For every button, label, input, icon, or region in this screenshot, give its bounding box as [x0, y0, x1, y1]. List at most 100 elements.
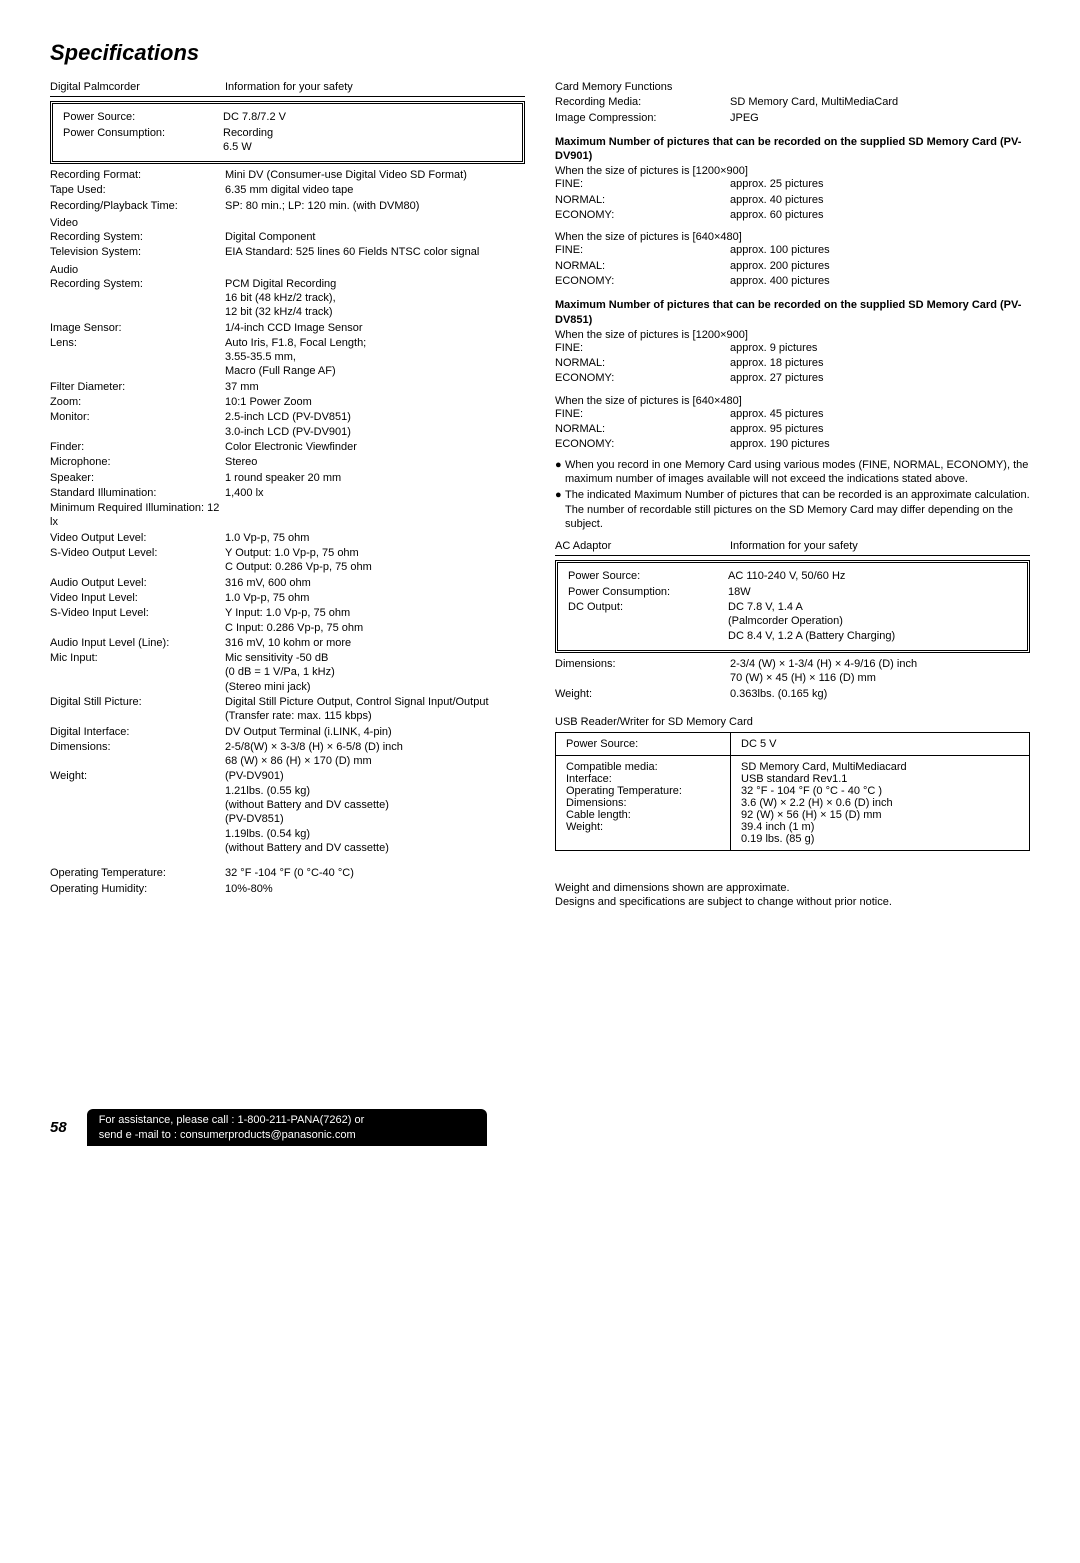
size-1200-head-2: When the size of pictures is [1200×900] [555, 329, 1030, 341]
page-footer: 58 For assistance, please call : 1-800-2… [50, 1109, 1030, 1146]
spec-row: Audio Output Level:316 mV, 600 ohm [50, 576, 525, 590]
spec-row: S-Video Output Level:Y Output: 1.0 Vp-p,… [50, 546, 525, 575]
spec-row: Video Output Level:1.0 Vp-p, 75 ohm [50, 531, 525, 545]
value: Stereo [225, 455, 525, 469]
size-640-head-2: When the size of pictures is [640×480] [555, 395, 1030, 407]
usb-labels: Compatible media:Interface:Operating Tem… [556, 755, 731, 850]
value: 0.19 lbs. (85 g) [741, 833, 1019, 845]
spec-row: Mic Input:Mic sensitivity -50 dB(0 dB = … [50, 651, 525, 694]
spec-row: FINE:approx. 9 pictures [555, 341, 1030, 355]
list-1200-901: FINE:approx. 25 picturesNORMAL:approx. 4… [555, 177, 1030, 222]
label: S-Video Output Level: [50, 546, 225, 575]
value: 1/4-inch CCD Image Sensor [225, 321, 525, 335]
spec-row: FINE:approx. 100 pictures [555, 243, 1030, 257]
spec-row: Monitor:2.5-inch LCD (PV-DV851)3.0-inch … [50, 410, 525, 439]
label: Weight: [555, 687, 730, 701]
spec-row: DC Output:DC 7.8 V, 1.4 A(Palmcorder Ope… [568, 600, 1017, 643]
label: Digital Still Picture: [50, 695, 225, 724]
value: 37 mm [225, 380, 525, 394]
spec-row: ECONOMY:approx. 190 pictures [555, 437, 1030, 451]
value: DC 7.8/7.2 V [223, 110, 512, 124]
label: Power Consumption: [63, 126, 223, 155]
label: Zoom: [50, 395, 225, 409]
spec-row: FINE:approx. 45 pictures [555, 407, 1030, 421]
divider [555, 555, 1030, 556]
value: approx. 200 pictures [730, 259, 1030, 273]
footnote: Weight and dimensions shown are approxim… [555, 881, 1030, 910]
bullet-text: When you record in one Memory Card using… [565, 458, 1030, 487]
spec-row: ECONOMY:approx. 27 pictures [555, 371, 1030, 385]
value: approx. 45 pictures [730, 407, 1030, 421]
label: ECONOMY: [555, 274, 730, 288]
spec-row: Microphone:Stereo [50, 455, 525, 469]
value: 0.363lbs. (0.165 kg) [730, 687, 1030, 701]
spec-row: Weight:(PV-DV901)1.21lbs. (0.55 kg)(with… [50, 769, 525, 855]
spec-row: Video Input Level:1.0 Vp-p, 75 ohm [50, 591, 525, 605]
spec-row: Recording/Playback Time:SP: 80 min.; LP:… [50, 199, 525, 213]
spec-row: Standard Illumination:1,400 lx [50, 486, 525, 500]
value: PCM Digital Recording16 bit (48 kHz/2 tr… [225, 277, 525, 320]
label: Operating Temperature: [566, 785, 720, 797]
value: approx. 9 pictures [730, 341, 1030, 355]
value: Y Input: 1.0 Vp-p, 75 ohmC Input: 0.286 … [225, 606, 525, 635]
label: Television System: [50, 245, 225, 259]
value: AC 110-240 V, 50/60 Hz [728, 569, 1017, 583]
power-box: Power Source:DC 7.8/7.2 VPower Consumpti… [50, 101, 525, 164]
value: 316 mV, 600 ohm [225, 576, 525, 590]
label: Digital Interface: [50, 725, 225, 739]
value: Digital Component [225, 230, 525, 244]
value: Recording6.5 W [223, 126, 512, 155]
label: Mic Input: [50, 651, 225, 694]
value: 2.5-inch LCD (PV-DV851)3.0-inch LCD (PV-… [225, 410, 525, 439]
page-number: 58 [50, 1119, 67, 1136]
usb-head: USB Reader/Writer for SD Memory Card [555, 716, 1030, 728]
right-column: Card Memory FunctionsRecording Media:SD … [555, 80, 1030, 909]
value: 6.35 mm digital video tape [225, 183, 525, 197]
spec-row: NORMAL:approx. 18 pictures [555, 356, 1030, 370]
usb-value: DC 5 V [731, 732, 1030, 755]
max-851-head: Maximum Number of pictures that can be r… [555, 298, 1030, 327]
spec-row: Minimum Required Illumination: 12 lx [50, 501, 525, 530]
label: Tape Used: [50, 183, 225, 197]
spec-row: Finder:Color Electronic Viewfinder [50, 440, 525, 454]
value: JPEG [730, 111, 1030, 125]
label: FINE: [555, 177, 730, 191]
segment-operating: Operating Temperature:32 °F -104 °F (0 °… [50, 866, 525, 896]
value: SP: 80 min.; LP: 120 min. (with DVM80) [225, 199, 525, 213]
label: Dimensions: [566, 797, 720, 809]
bullet-text: The indicated Maximum Number of pictures… [565, 488, 1030, 531]
value: DC 7.8 V, 1.4 A(Palmcorder Operation)DC … [728, 600, 1017, 643]
value: SD Memory Card, MultiMediaCard [730, 95, 1030, 109]
value: 10:1 Power Zoom [225, 395, 525, 409]
value: 1,400 lx [225, 486, 525, 500]
label: NORMAL: [555, 259, 730, 273]
label: Compatible media: [566, 761, 720, 773]
label: NORMAL: [555, 193, 730, 207]
value: approx. 27 pictures [730, 371, 1030, 385]
label: Microphone: [50, 455, 225, 469]
size-640-head: When the size of pictures is [640×480] [555, 231, 1030, 243]
bullets: ●When you record in one Memory Card usin… [555, 458, 1030, 531]
palmcorder-header: Digital Palmcorder Information for your … [50, 80, 525, 94]
label: S-Video Input Level: [50, 606, 225, 635]
value: Y Output: 1.0 Vp-p, 75 ohmC Output: 0.28… [225, 546, 525, 575]
segment-recording: Recording Format:Mini DV (Consumer-use D… [50, 168, 525, 213]
segment-video: Recording System:Digital ComponentTelevi… [50, 230, 525, 260]
spec-row: Speaker:1 round speaker 20 mm [50, 471, 525, 485]
list-1200-851: FINE:approx. 9 picturesNORMAL:approx. 18… [555, 341, 1030, 386]
value [730, 80, 1030, 94]
divider [50, 96, 525, 97]
label: Dimensions: [50, 740, 225, 769]
ac-after: Dimensions:2-3/4 (W) × 1-3/4 (H) × 4-9/1… [555, 657, 1030, 701]
size-1200-head: When the size of pictures is [1200×900] [555, 165, 1030, 177]
value: 1.0 Vp-p, 75 ohm [225, 591, 525, 605]
assistance-bar: For assistance, please call : 1-800-211-… [87, 1109, 487, 1146]
value: Color Electronic Viewfinder [225, 440, 525, 454]
value: Information for your safety [225, 80, 525, 94]
value: 2-3/4 (W) × 1-3/4 (H) × 4-9/16 (D) inch7… [730, 657, 1030, 686]
value: approx. 60 pictures [730, 208, 1030, 222]
label: ECONOMY: [555, 208, 730, 222]
value: approx. 18 pictures [730, 356, 1030, 370]
spec-row: Operating Humidity:10%-80% [50, 882, 525, 896]
value: Information for your safety [730, 539, 1030, 553]
